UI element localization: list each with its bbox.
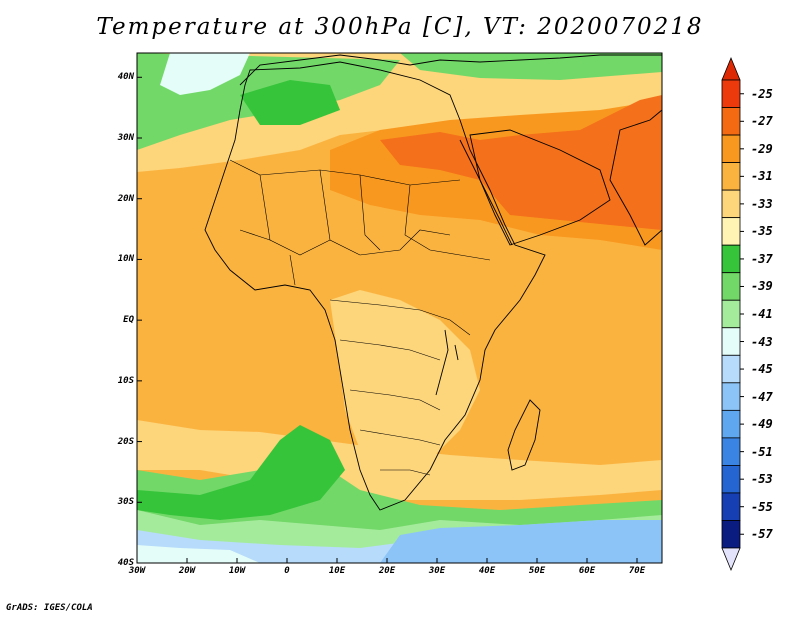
colorbar-label: -33: [751, 196, 773, 211]
temperature-field: [137, 53, 662, 563]
colorbar-swatch: [721, 134, 741, 163]
borders: [229, 159, 491, 476]
colorbar-swatch: [721, 244, 741, 274]
colorbar-label: -37: [751, 251, 773, 266]
colorbar-label: -45: [751, 362, 773, 377]
colorbar-top-arrow: [721, 56, 741, 81]
colorbar-swatch: [721, 272, 741, 301]
field-south-lightblue: [137, 545, 260, 563]
colorbar-label: -39: [751, 279, 773, 294]
field-hot-core: [380, 95, 662, 230]
colorbar-swatch: [721, 409, 741, 439]
colorbar-swatch: [721, 354, 741, 384]
field-north-cyan: [160, 53, 250, 95]
longitude-label: 10W: [228, 566, 246, 576]
longitude-label: 30E: [428, 566, 446, 576]
colorbar-label: -25: [751, 86, 773, 101]
longitude-label: 50E: [528, 566, 546, 576]
latitude-label: EQ: [123, 315, 134, 326]
colorbar: [721, 56, 744, 572]
field-south-darkgreen: [137, 425, 345, 520]
arabia-coastline: [469, 129, 611, 246]
latitude-label: 10N: [117, 254, 134, 265]
colorbar-swatch: [721, 79, 741, 108]
latitude-label: 30N: [117, 133, 134, 143]
longitude-label: 10E: [328, 566, 346, 576]
axis-ticks: [136, 76, 638, 564]
madagascar-coastline: [507, 399, 541, 471]
india-coastline: [609, 109, 662, 246]
colorbar-swatch: [721, 107, 741, 136]
longitude-label: 60E: [578, 566, 596, 576]
colorbar-label: -27: [751, 114, 773, 129]
colorbar-swatch: [721, 327, 741, 356]
coastlines: [204, 54, 662, 511]
longitude-label: 20W: [178, 566, 196, 576]
colorbar-swatch: [721, 382, 741, 411]
longitude-label: 30W: [128, 566, 146, 576]
colorbar-label: -47: [751, 389, 773, 404]
latitude-label: 20S: [117, 436, 134, 447]
africa-coastline: [204, 61, 546, 511]
red-sea: [459, 139, 513, 246]
field-north-darkgreen: [240, 80, 340, 125]
colorbar-bottom-arrow: [721, 547, 741, 572]
latitude-label: 40S: [117, 558, 134, 568]
colorbar-swatch: [721, 465, 741, 494]
colorbar-swatch: [721, 189, 741, 219]
colorbar-swatch: [721, 162, 741, 191]
latitude-label: 10S: [117, 375, 134, 386]
colorbar-swatch: [721, 437, 741, 466]
field-north-green: [137, 53, 662, 150]
grads-credit: GrADS: IGES/COLA: [6, 603, 93, 613]
longitude-label: 70E: [628, 566, 646, 576]
field-south-blue: [380, 520, 662, 563]
colorbar-swatch: [721, 299, 741, 329]
great-lakes: [435, 329, 459, 396]
latitude-label: 40N: [117, 72, 134, 83]
colorbar-swatch: [721, 492, 741, 521]
colorbar-label: -31: [751, 169, 773, 184]
colorbar-label: -53: [751, 472, 773, 487]
longitude-label: 20E: [378, 566, 396, 576]
colorbar-label: -35: [751, 224, 773, 239]
latitude-label: 30S: [117, 497, 134, 508]
longitude-label: 0: [284, 566, 290, 576]
colorbar-label: -49: [751, 417, 773, 432]
colorbar-swatch: [721, 520, 741, 549]
colorbar-label: -55: [751, 499, 773, 514]
colorbar-label: -51: [751, 444, 773, 459]
europe-coastline: [239, 54, 662, 86]
colorbar-label: -43: [751, 334, 773, 349]
colorbar-swatch: [721, 217, 741, 246]
colorbar-label: -41: [751, 307, 773, 321]
colorbar-label: -57: [751, 527, 773, 542]
colorbar-label: -29: [751, 141, 773, 156]
map-title: Temperature at 300hPa [C], VT: 202007021…: [96, 14, 704, 40]
field-africa-pale: [330, 290, 480, 470]
longitude-label: 40E: [478, 566, 496, 576]
latitude-label: 20N: [117, 193, 134, 204]
map-frame: [136, 52, 663, 564]
